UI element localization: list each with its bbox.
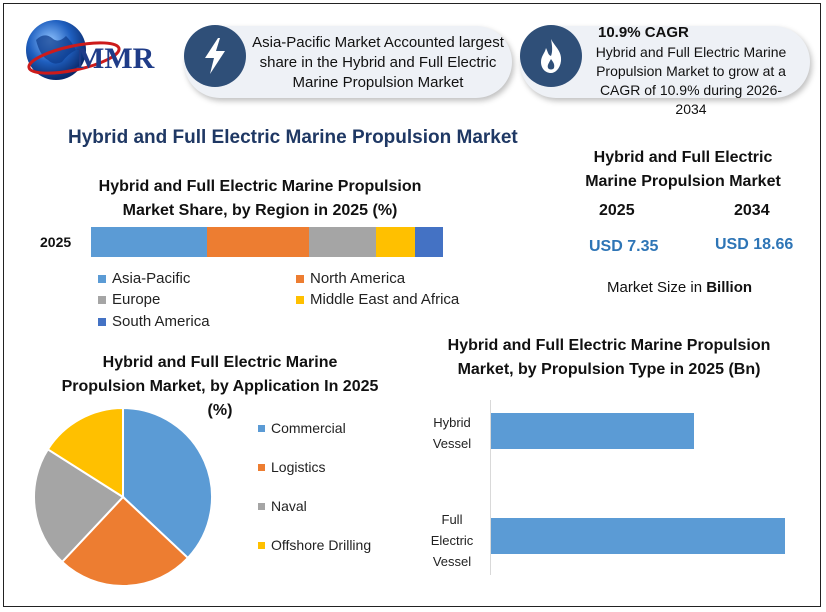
page-frame — [3, 3, 821, 607]
region-legend-item: Europe — [98, 291, 160, 308]
pie-legend-item: Logistics — [258, 459, 325, 475]
region-legend-item: South America — [98, 313, 210, 330]
application-pie-chart — [33, 406, 213, 587]
application-chart-title: Hybrid and Full Electric Marine Propulsi… — [61, 354, 379, 419]
legend-swatch — [296, 295, 304, 304]
legend-swatch — [258, 424, 265, 432]
propulsion-bar — [491, 518, 785, 554]
region-bar-segment — [91, 227, 208, 257]
flame-icon — [520, 25, 582, 87]
year-2034: 2034 — [734, 202, 770, 219]
value-2034: USD 18.66 — [715, 236, 794, 253]
propulsion-bar — [491, 413, 694, 449]
legend-label: Logistics — [271, 459, 326, 475]
logo-text: MMR — [76, 42, 155, 75]
legend-swatch — [258, 502, 265, 510]
region-bar-segment — [414, 227, 443, 257]
cagr-title: 10.9% CAGR — [598, 24, 689, 41]
propulsion-category-label-line: Vessel — [432, 436, 472, 451]
legend-label: Europe — [112, 291, 161, 308]
market-size-note-prefix: Market Size in — [607, 279, 707, 296]
market-size-title: Hybrid and Full Electric Marine Propulsi… — [585, 149, 781, 190]
legend-swatch — [98, 295, 106, 304]
legend-label: Middle East and Africa — [310, 291, 460, 308]
legend-label: Naval — [271, 498, 307, 514]
legend-swatch — [98, 274, 106, 283]
propulsion-category-label-line: Vessel — [432, 554, 472, 569]
region-legend-item: North America — [296, 270, 405, 287]
region-legend-item: Middle East and Africa — [296, 291, 459, 308]
market-size-note-unit: Billion — [706, 279, 753, 296]
cagr-text: Hybrid and Full Electric Marine Propulsi… — [595, 44, 787, 117]
pie-slice — [33, 447, 125, 564]
banner-asia-pacific-text: Asia-Pacific Market Accounted largest sh… — [252, 34, 504, 91]
propulsion-axis-line — [490, 400, 491, 575]
main-title: Hybrid and Full Electric Marine Propulsi… — [68, 127, 518, 148]
legend-swatch — [258, 463, 265, 471]
market-size-note: Market Size in Billion — [607, 279, 752, 296]
propulsion-category-label-line: Hybrid — [433, 415, 471, 430]
region-chart-category: 2025 — [40, 234, 72, 250]
propulsion-category-label: Hybrid Vessel — [410, 412, 494, 454]
region-bar-segment — [207, 227, 310, 257]
region-chart-title: Hybrid and Full Electric Marine Propulsi… — [98, 178, 422, 219]
value-2025: USD 7.35 — [589, 238, 659, 255]
year-2025: 2025 — [599, 202, 635, 219]
legend-label: Commercial — [271, 420, 346, 436]
region-bar-segment — [376, 227, 415, 257]
mmr-logo: MMR — [26, 20, 155, 80]
lightning-icon — [184, 25, 246, 87]
legend-label: North America — [310, 270, 406, 287]
propulsion-category-label-line: Full — [441, 512, 463, 527]
legend-swatch — [296, 274, 304, 283]
propulsion-category-label-line: Electric — [430, 533, 474, 548]
pie-slice — [122, 406, 213, 560]
pie-legend-item: Naval — [258, 498, 307, 514]
region-stacked-bar — [91, 227, 443, 257]
region-bar-segment — [309, 227, 377, 257]
legend-label: South America — [112, 313, 210, 330]
pie-slice — [60, 495, 190, 587]
legend-label: Asia-Pacific — [112, 270, 191, 287]
region-legend-item: Asia-Pacific — [98, 270, 190, 287]
legend-label: Offshore Drilling — [271, 537, 372, 553]
pie-legend-item: Commercial — [258, 420, 346, 436]
propulsion-chart-title: Hybrid and Full Electric Marine Propulsi… — [447, 337, 771, 378]
pie-legend-item: Offshore Drilling — [258, 537, 371, 553]
pie-slice — [46, 406, 124, 499]
legend-swatch — [258, 541, 265, 549]
propulsion-category-label: Full Electric Vessel — [410, 509, 494, 572]
legend-swatch — [98, 317, 106, 326]
